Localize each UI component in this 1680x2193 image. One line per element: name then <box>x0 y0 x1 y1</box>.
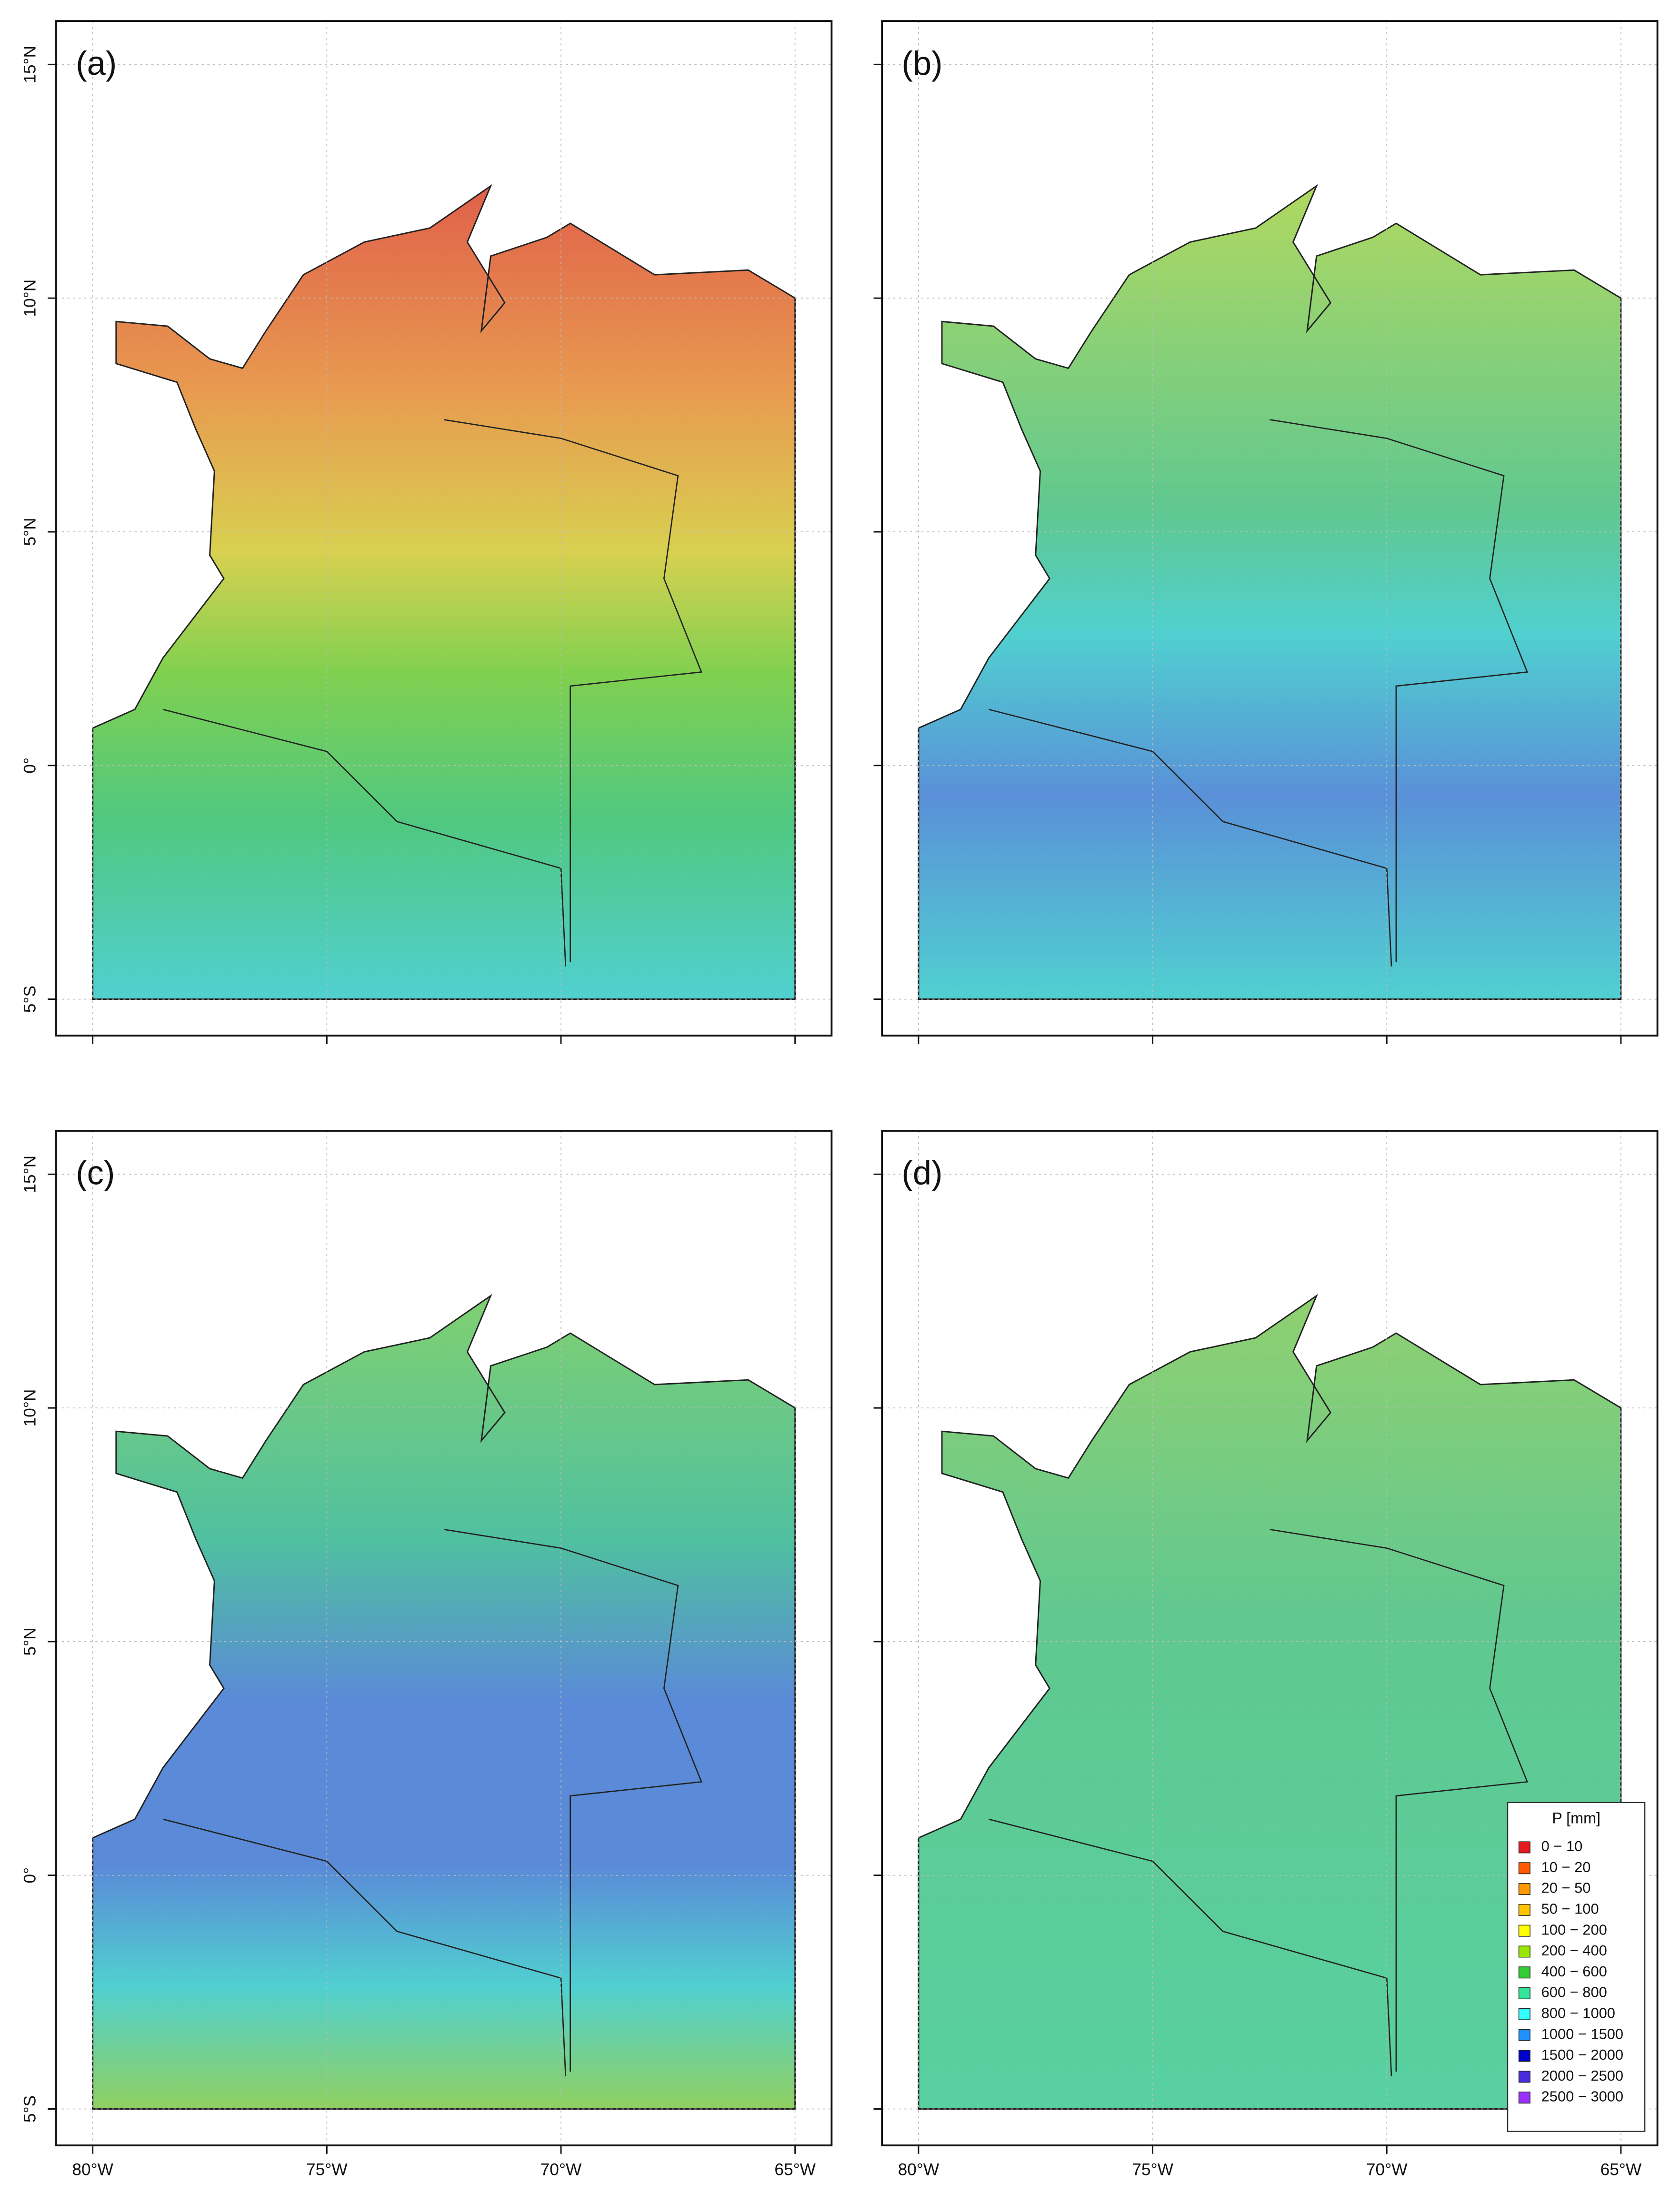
border-line <box>443 1529 702 2072</box>
panel-frame <box>55 1130 833 2146</box>
panel-label: (c) <box>76 1154 115 1192</box>
legend-swatch <box>1518 1862 1530 1874</box>
y-tick-label: 5°N <box>20 1627 39 1655</box>
panel-label: (a) <box>76 44 117 82</box>
border-line <box>989 1818 1392 2076</box>
legend-label: 20 − 50 <box>1541 1880 1591 1896</box>
legend-label: 10 − 20 <box>1541 1859 1591 1875</box>
border-line <box>162 708 567 967</box>
y-tick-label: 10°N <box>20 1389 39 1427</box>
panel-label: (d) <box>901 1154 942 1192</box>
legend-swatch <box>1518 1904 1530 1916</box>
border-line <box>1270 419 1529 962</box>
legend-box <box>1507 1802 1646 2132</box>
x-tick-label: 75°W <box>306 2160 348 2179</box>
legend-title: P [mm] <box>1552 1810 1600 1827</box>
y-tick-label: 5°S <box>20 986 39 1013</box>
legend-swatch <box>1518 1924 1530 1937</box>
border-line <box>989 708 1392 967</box>
x-tick-label: 65°W <box>1600 2160 1642 2179</box>
legend: P [mm] 0 − 10 10 − 20 20 − 50 50 − 100 100 − … <box>1507 1802 1646 2132</box>
y-tick-label: 0° <box>20 1867 39 1884</box>
border-line <box>162 1818 567 2076</box>
map-panel: (b) <box>873 20 1659 1044</box>
y-tick-label: 15°N <box>20 46 39 83</box>
border-line <box>1270 1529 1529 2072</box>
legend-label: 100 − 200 <box>1541 1921 1607 1938</box>
legend-swatch <box>1518 2050 1530 2062</box>
legend-swatch <box>1518 2008 1530 2020</box>
legend-swatch <box>1518 1841 1530 1854</box>
precipitation-field <box>918 1294 1622 2110</box>
legend-label: 1000 − 1500 <box>1541 2025 1623 2042</box>
x-tick-label: 75°W <box>1132 2160 1173 2179</box>
legend-label: 200 − 400 <box>1541 1942 1607 1959</box>
y-tick-label: 5°S <box>20 2095 39 2123</box>
precipitation-field <box>92 184 796 1000</box>
x-tick-label: 80°W <box>898 2160 940 2179</box>
legend-label: 800 − 1000 <box>1541 2005 1615 2022</box>
border-line <box>443 419 702 962</box>
legend-label: 0 − 10 <box>1541 1838 1583 1854</box>
legend-swatch <box>1518 1945 1530 1958</box>
legend-label: 400 − 600 <box>1541 1963 1607 1980</box>
legend-label: 2500 − 3000 <box>1541 2088 1623 2105</box>
x-tick-label: 70°W <box>540 2160 582 2179</box>
y-tick-label: 5°N <box>20 518 39 546</box>
precipitation-field <box>918 184 1622 1000</box>
map-panel: 80°W 75°W 70°W 65°W 15°N 10°N 5°N 0° 5°S (c) <box>20 1130 833 2179</box>
legend-label: 2000 − 2500 <box>1541 2067 1623 2084</box>
legend-swatch <box>1518 1883 1530 1895</box>
precipitation-field <box>92 1294 796 2110</box>
legend-label: 600 − 800 <box>1541 1984 1607 2001</box>
y-tick-label: 10°N <box>20 279 39 317</box>
panel-frame <box>881 1130 1659 2146</box>
panel-frame <box>55 20 833 1037</box>
x-tick-label: 70°W <box>1366 2160 1408 2179</box>
legend-swatch <box>1518 1966 1530 1979</box>
x-tick-label: 80°W <box>72 2160 113 2179</box>
legend-label: 1500 − 2000 <box>1541 2046 1623 2063</box>
legend-swatch <box>1518 2092 1530 2104</box>
legend-label: 50 − 100 <box>1541 1901 1599 1917</box>
x-tick-label: 65°W <box>774 2160 816 2179</box>
legend-swatch <box>1518 2071 1530 2083</box>
panel-label: (b) <box>901 44 942 82</box>
panel-frame <box>881 20 1659 1037</box>
legend-swatch <box>1518 2029 1530 2041</box>
legend-swatch <box>1518 1987 1530 2000</box>
map-panel: 15°N 10°N 5°N 0° 5°S (a) <box>20 20 833 1044</box>
y-tick-label: 15°N <box>20 1156 39 1193</box>
y-tick-label: 0° <box>20 758 39 774</box>
